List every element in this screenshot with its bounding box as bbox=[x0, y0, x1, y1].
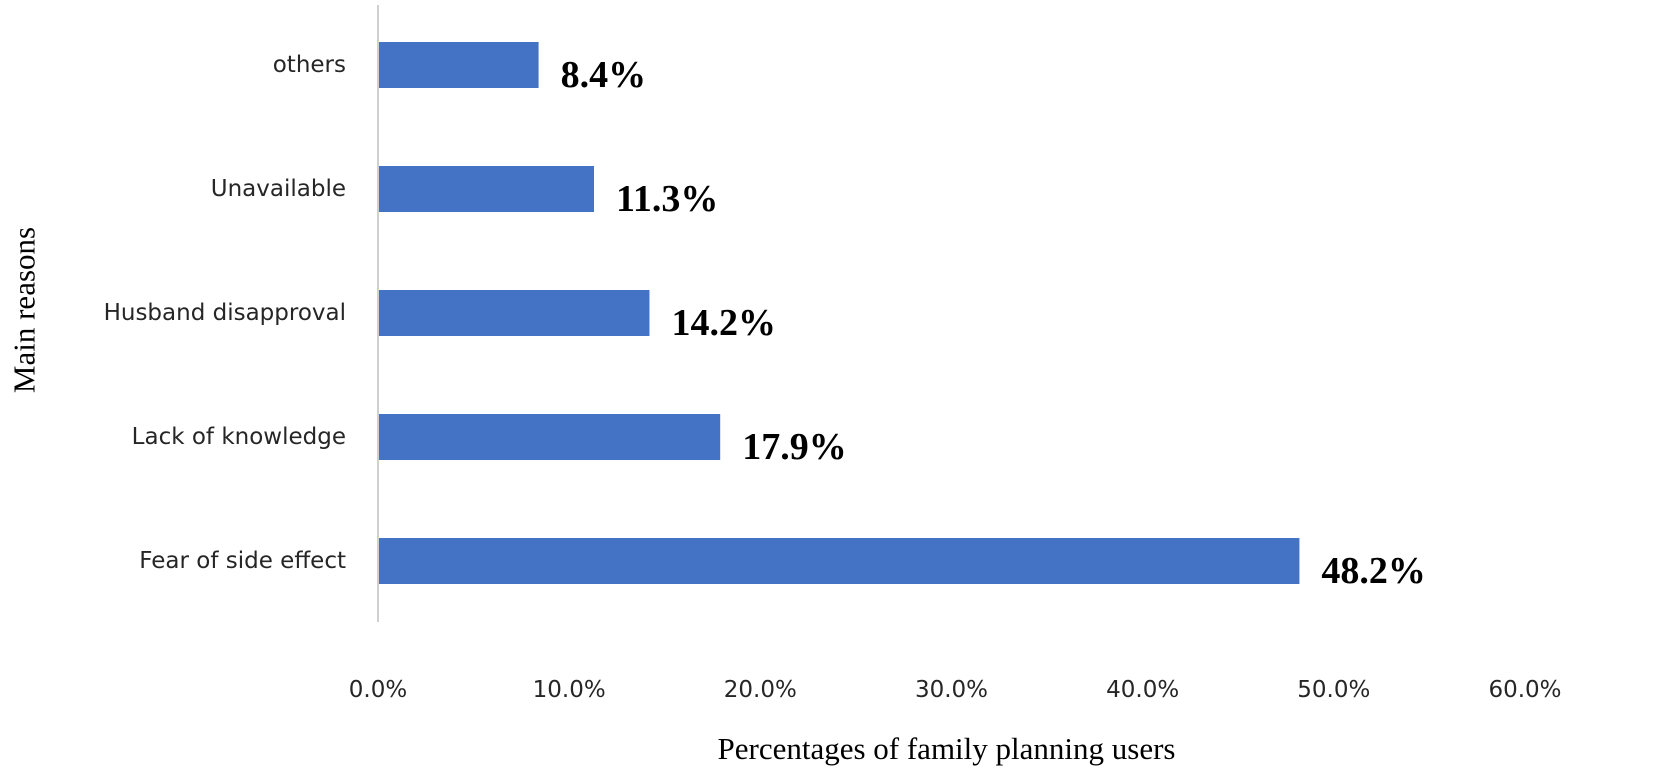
data-label: 14.2% bbox=[671, 302, 776, 344]
bar bbox=[378, 414, 721, 460]
x-tick-label: 30.0% bbox=[915, 677, 988, 703]
x-tick-label: 40.0% bbox=[1106, 677, 1179, 703]
category-label: others bbox=[273, 52, 346, 78]
bar bbox=[378, 538, 1300, 584]
x-tick-label: 60.0% bbox=[1488, 677, 1561, 703]
category-label: Husband disapproval bbox=[104, 300, 346, 326]
category-labels: others Unavailable Husband disapproval Lack… bbox=[104, 52, 346, 574]
y-axis-title: Main reasons bbox=[7, 227, 42, 393]
data-label: 8.4% bbox=[561, 54, 647, 96]
x-tick-label: 50.0% bbox=[1297, 677, 1370, 703]
bars bbox=[378, 42, 1300, 584]
x-axis-title: Percentages of family planning users bbox=[718, 731, 1176, 766]
x-tick-label: 0.0% bbox=[349, 677, 407, 703]
x-tick-label: 20.0% bbox=[724, 677, 797, 703]
bar bbox=[378, 42, 539, 88]
x-tick-label: 10.0% bbox=[533, 677, 606, 703]
category-label: Lack of knowledge bbox=[132, 424, 346, 450]
category-label: Unavailable bbox=[211, 176, 346, 202]
data-labels: 8.4% 11.3% 14.2% 17.9% 48.2% bbox=[561, 54, 1426, 592]
bar bbox=[378, 290, 650, 336]
data-label: 48.2% bbox=[1321, 550, 1426, 592]
data-label: 11.3% bbox=[616, 178, 718, 220]
data-label: 17.9% bbox=[742, 426, 847, 468]
category-label: Fear of side effect bbox=[139, 548, 346, 574]
bar bbox=[378, 166, 595, 212]
x-tick-labels: 0.0% 10.0% 20.0% 30.0% 40.0% 50.0% 60.0% bbox=[349, 677, 1562, 703]
